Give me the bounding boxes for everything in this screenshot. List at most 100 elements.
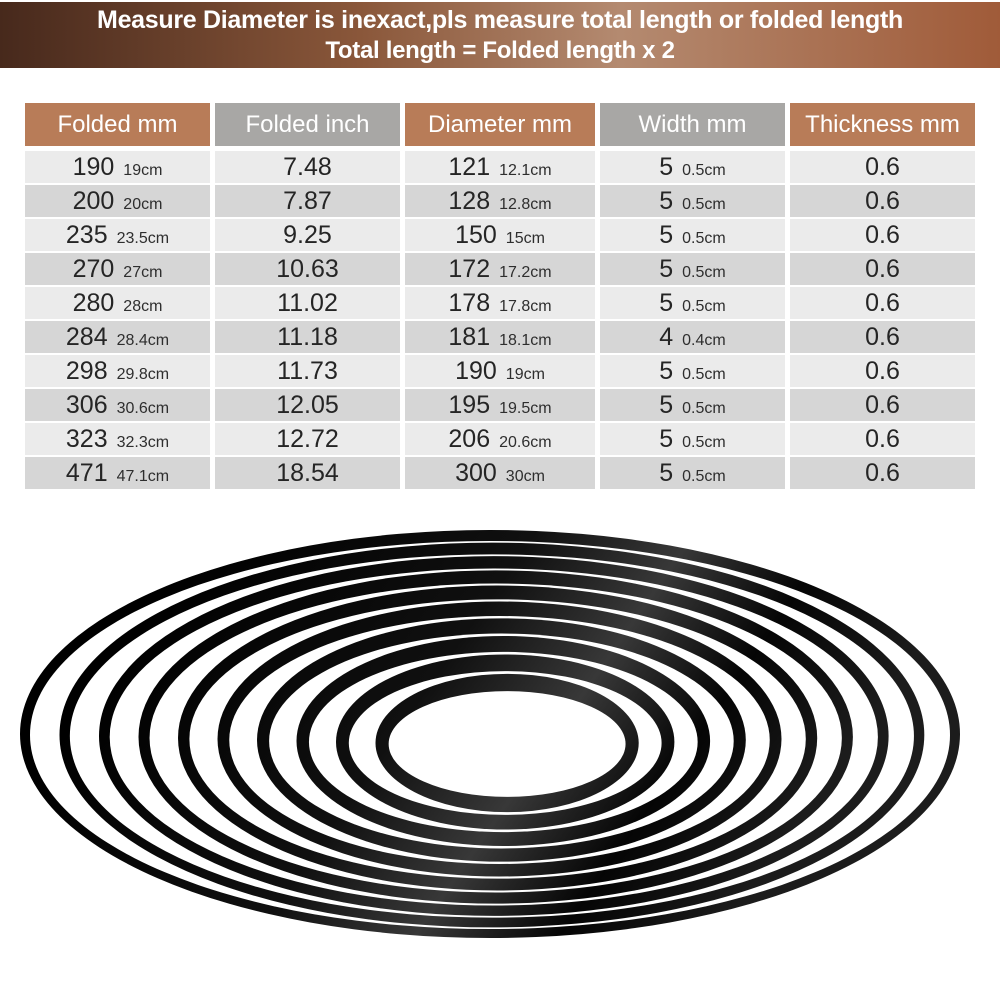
cell-value: 298 bbox=[65, 357, 108, 385]
cell-value: 5 bbox=[659, 255, 674, 283]
table-cell: 284 28.4cm bbox=[25, 321, 210, 353]
table-cell: 5 0.5cm bbox=[600, 287, 785, 319]
table-cell: 298 29.8cm bbox=[25, 355, 210, 387]
cell-value: 18.54 bbox=[276, 459, 339, 487]
table-cell: 18.54 bbox=[215, 457, 400, 489]
table-cell: 7.87 bbox=[215, 185, 400, 217]
cell-value: 12.72 bbox=[276, 425, 339, 453]
cell-value: 206 bbox=[448, 425, 491, 453]
cell-unit: 29.8cm bbox=[116, 366, 170, 383]
cell-unit: 18.1cm bbox=[499, 332, 552, 349]
cell-unit: 0.5cm bbox=[682, 434, 726, 451]
belt-ring-hole-2 bbox=[69, 554, 914, 918]
cell-value: 11.18 bbox=[277, 323, 338, 351]
table-cell: 0.6 bbox=[790, 321, 975, 353]
table-cell: 5 0.5cm bbox=[600, 185, 785, 217]
cell-unit: 19cm bbox=[123, 162, 163, 179]
cell-value: 280 bbox=[72, 289, 115, 317]
cell-value: 0.6 bbox=[865, 323, 900, 351]
table-cell: 280 28cm bbox=[25, 287, 210, 319]
table-cell: 4 0.4cm bbox=[600, 321, 785, 353]
table-cell: 181 18.1cm bbox=[405, 321, 595, 353]
table-cell: 0.6 bbox=[790, 287, 975, 319]
cell-value: 5 bbox=[659, 459, 674, 487]
cell-unit: 0.4cm bbox=[682, 332, 726, 349]
cell-value: 195 bbox=[448, 391, 491, 419]
cell-value: 5 bbox=[659, 357, 674, 385]
table-cell: 12.72 bbox=[215, 423, 400, 455]
belt-ring-7 bbox=[257, 618, 746, 862]
cell-unit: 28cm bbox=[123, 298, 163, 315]
table-cell: 5 0.5cm bbox=[600, 389, 785, 421]
table-cell: 235 23.5cm bbox=[25, 219, 210, 251]
column-folded_mm: Folded mm 190 19cm 200 20cm 235 23.5cm 270 27cm 2… bbox=[25, 103, 210, 491]
cell-unit: 0.5cm bbox=[682, 298, 726, 315]
table-cell: 178 17.8cm bbox=[405, 287, 595, 319]
belt-ring-hole-10 bbox=[388, 691, 626, 797]
cell-unit: 17.2cm bbox=[499, 264, 552, 281]
cell-value: 190 bbox=[455, 357, 497, 385]
cell-unit: 0.5cm bbox=[682, 400, 726, 417]
table-cell: 5 0.5cm bbox=[600, 423, 785, 455]
cell-unit: 30cm bbox=[505, 468, 545, 485]
cell-unit: 23.5cm bbox=[116, 230, 170, 247]
cell-unit: 27cm bbox=[123, 264, 163, 281]
cell-unit: 15cm bbox=[505, 230, 545, 247]
table-cell: 190 19cm bbox=[25, 151, 210, 183]
cell-value: 235 bbox=[65, 221, 108, 249]
table-cell: 10.63 bbox=[215, 253, 400, 285]
cell-value: 178 bbox=[448, 289, 491, 317]
table-cell: 0.6 bbox=[790, 219, 975, 251]
column-folded_inch: Folded inch 7.48 7.87 9.25 10.63 11.02 11.18 11… bbox=[215, 103, 400, 491]
table-cell: 190 19cm bbox=[405, 355, 595, 387]
table-cell: 200 20cm bbox=[25, 185, 210, 217]
table-cell: 0.6 bbox=[790, 185, 975, 217]
cell-value: 128 bbox=[448, 187, 491, 215]
column-header-thickness_mm: Thickness mm bbox=[790, 103, 975, 146]
cell-unit: 0.5cm bbox=[682, 162, 726, 179]
belt-ring-hole-7 bbox=[269, 633, 734, 849]
cell-unit: 12.8cm bbox=[499, 196, 552, 213]
belt-ring-8 bbox=[296, 635, 711, 847]
column-header-width_mm: Width mm bbox=[600, 103, 785, 146]
cell-unit: 30.6cm bbox=[116, 400, 170, 417]
cell-unit: 17.8cm bbox=[499, 298, 552, 315]
size-table: Folded mm 190 19cm 200 20cm 235 23.5cm 270 27cm 2… bbox=[25, 103, 975, 491]
cell-value: 200 bbox=[72, 187, 115, 215]
cell-value: 12.05 bbox=[276, 391, 339, 419]
table-cell: 0.6 bbox=[790, 355, 975, 387]
cell-value: 0.6 bbox=[865, 255, 900, 283]
column-header-folded_inch: Folded inch bbox=[215, 103, 400, 146]
cell-unit: 0.5cm bbox=[682, 264, 726, 281]
table-cell: 206 20.6cm bbox=[405, 423, 595, 455]
cell-value: 4 bbox=[659, 323, 674, 351]
cell-value: 270 bbox=[72, 255, 115, 283]
cell-value: 11.02 bbox=[277, 289, 338, 317]
cell-value: 9.25 bbox=[283, 221, 332, 249]
cell-value: 0.6 bbox=[865, 221, 900, 249]
table-cell: 5 0.5cm bbox=[600, 253, 785, 285]
table-cell: 0.6 bbox=[790, 151, 975, 183]
cell-value: 0.6 bbox=[865, 391, 900, 419]
cell-unit: 19.5cm bbox=[499, 400, 552, 417]
cell-value: 0.6 bbox=[865, 357, 900, 385]
column-header-folded_mm: Folded mm bbox=[25, 103, 210, 146]
cell-value: 471 bbox=[65, 459, 108, 487]
column-diameter_mm: Diameter mm 121 12.1cm 128 12.8cm 150 15cm 172 1… bbox=[405, 103, 595, 491]
belt-ring-10 bbox=[375, 673, 639, 813]
belt-ring-4 bbox=[138, 570, 853, 904]
belt-ring-hole-6 bbox=[229, 616, 770, 864]
cell-value: 5 bbox=[659, 221, 674, 249]
cell-value: 284 bbox=[65, 323, 108, 351]
table-cell: 150 15cm bbox=[405, 219, 595, 251]
cell-unit: 12.1cm bbox=[499, 162, 552, 179]
cell-value: 11.73 bbox=[277, 357, 338, 385]
table-cell: 270 27cm bbox=[25, 253, 210, 285]
cell-unit: 47.1cm bbox=[116, 468, 170, 485]
belt-ring-hole-9 bbox=[348, 671, 662, 815]
table-cell: 5 0.5cm bbox=[600, 151, 785, 183]
table-cell: 12.05 bbox=[215, 389, 400, 421]
table-cell: 306 30.6cm bbox=[25, 389, 210, 421]
cell-value: 0.6 bbox=[865, 153, 900, 181]
table-cell: 300 30cm bbox=[405, 457, 595, 489]
